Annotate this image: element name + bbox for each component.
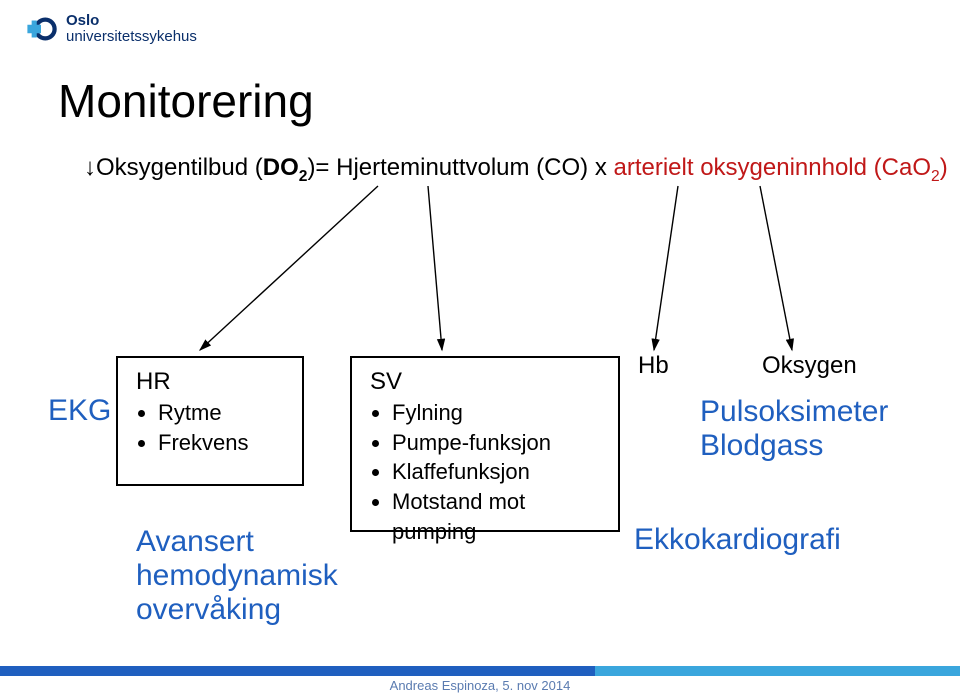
footer-bar-blue <box>0 666 595 676</box>
method-avansert-l2: hemodynamisk <box>136 558 338 594</box>
method-avansert-l3: overvåking <box>136 592 281 628</box>
formula-do2: DO <box>263 154 299 181</box>
sv-items-item-2: Klaffefunksjon <box>392 457 604 487</box>
sv-items-item-1: Pumpe-funksjon <box>392 428 604 458</box>
formula-p2: )= Hjerteminuttvolum (CO) x <box>307 154 613 181</box>
arrow-2 <box>654 186 678 350</box>
footer-bar-cyan <box>595 666 960 676</box>
method-blodgass: Blodgass <box>700 428 823 464</box>
footer: Andreas Espinoza, 5. nov 2014 <box>0 666 960 700</box>
hr-items-item-1: Frekvens <box>158 428 288 458</box>
logo-icon <box>24 12 58 46</box>
sv-list: FylningPumpe-funksjonKlaffefunksjonMotst… <box>366 398 604 546</box>
sv-items-item-3: Motstand mot pumping <box>392 487 604 546</box>
method-ekkokardiografi: Ekkokardiografi <box>634 522 841 558</box>
method-pulsoksimeter: Pulsoksimeter <box>700 394 888 430</box>
formula-red2: ) <box>940 154 948 181</box>
hr-items-item-0: Rytme <box>158 398 288 428</box>
method-avansert-l1: Avansert <box>136 524 254 560</box>
formula-cao-sub: 2 <box>931 168 940 185</box>
formula-red1: arterielt oksygeninnhold ( <box>614 154 882 181</box>
footer-text: Andreas Espinoza, 5. nov 2014 <box>0 678 960 693</box>
label-oksygen: Oksygen <box>762 352 857 380</box>
arrow-3 <box>760 186 792 350</box>
label-hb: Hb <box>638 352 669 380</box>
method-ekg: EKG <box>48 394 111 428</box>
sv-title: SV <box>370 368 604 396</box>
sv-box: SV FylningPumpe-funksjonKlaffefunksjonMo… <box>350 356 620 532</box>
hr-box: HR RytmeFrekvens <box>116 356 304 486</box>
logo-text: Oslo universitetssykehus <box>66 13 197 45</box>
formula-cao: CaO <box>882 154 931 181</box>
sv-items-item-0: Fylning <box>392 398 604 428</box>
arrow-1 <box>428 186 442 350</box>
arrow-0 <box>200 186 378 350</box>
hr-list: RytmeFrekvens <box>132 398 288 457</box>
formula: ↓Oksygentilbud (DO 2 )= Hjerteminuttvolum … <box>84 154 948 186</box>
hr-title: HR <box>136 368 288 396</box>
logo-line1: Oslo <box>66 13 197 29</box>
page-title: Monitorering <box>58 74 314 128</box>
logo-line2: universitetssykehus <box>66 29 197 45</box>
formula-p1: ↓Oksygentilbud ( <box>84 154 263 181</box>
logo: Oslo universitetssykehus <box>24 12 197 46</box>
